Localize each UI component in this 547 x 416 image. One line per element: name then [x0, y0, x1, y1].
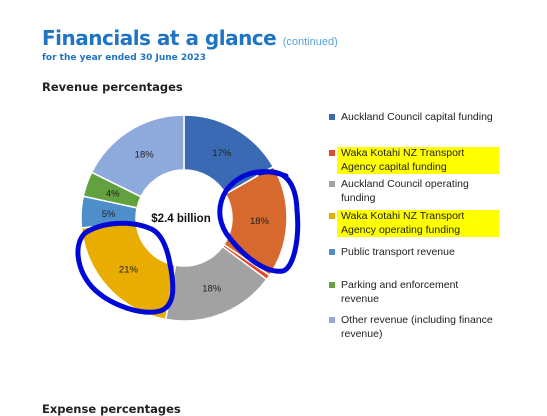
pen-circle-left	[75, 220, 176, 315]
donut-slice-value-label: 18%	[135, 149, 155, 160]
legend-label: Auckland Council operating funding	[341, 178, 469, 204]
legend-label: Waka Kotahi NZ Transport Agency operatin…	[337, 210, 499, 237]
donut-slice-other-revenue-including-finance-revenue	[90, 114, 185, 198]
section-heading-revenue: Revenue percentages	[42, 80, 183, 94]
legend-item-waka-kotahi-nz-transport-agency-capital-funding: Waka Kotahi NZ Transport Agency capital …	[329, 147, 499, 174]
legend-label: Auckland Council capital funding	[341, 111, 493, 123]
legend-swatch	[329, 150, 335, 156]
continued-label: (continued)	[282, 36, 338, 48]
page-title-text: Financials at a glance	[42, 26, 277, 50]
legend-swatch	[329, 114, 335, 120]
donut-slice-value-label: 18%	[202, 284, 222, 295]
page-subtitle: for the year ended 30 June 2023	[42, 53, 206, 63]
legend-swatch	[329, 249, 335, 255]
pen-annotations	[75, 169, 301, 315]
legend-swatch	[329, 317, 335, 323]
donut-slice-labels: 17% 18% 18% 21% 5% 4% 18%	[102, 148, 270, 295]
pen-circle-right	[217, 169, 301, 274]
legend-item-waka-kotahi-nz-transport-agency-operating-funding: Waka Kotahi NZ Transport Agency operatin…	[329, 210, 499, 237]
page-title: Financials at a glance (continued)	[42, 26, 338, 50]
legend-label: Public transport revenue	[341, 246, 455, 258]
legend-item-other-revenue-including-finance-revenue: Other revenue (including finance revenue…	[329, 314, 499, 341]
donut-center-label: $2.4 billion	[151, 213, 210, 225]
donut-slice-value-label: 17%	[212, 148, 232, 159]
section-heading-expense: Expense percentages	[42, 402, 181, 416]
donut-slice-value-label: 4%	[106, 189, 120, 200]
donut-slice-value-label: 21%	[119, 265, 139, 276]
donut-slice-waka-kotahi-nz-transport-agency-operating-funding	[80, 221, 177, 321]
legend-item-public-transport-revenue: Public transport revenue	[329, 246, 499, 260]
legend-item-parking-and-enforcement-revenue: Parking and enforcement revenue	[329, 279, 499, 306]
legend-label: Waka Kotahi NZ Transport Agency capital …	[337, 147, 499, 174]
donut-slice-value-label: 18%	[250, 216, 270, 227]
legend-label: Parking and enforcement revenue	[341, 279, 459, 305]
donut-slice-value-label: 5%	[102, 209, 116, 220]
legend-item-auckland-council-operating-funding: Auckland Council operating funding	[329, 178, 499, 205]
legend-item-auckland-council-capital-funding: Auckland Council capital funding	[329, 111, 499, 125]
legend-swatch	[329, 181, 335, 187]
legend-swatch	[329, 213, 335, 219]
legend-swatch	[329, 282, 335, 288]
legend-label: Other revenue (including finance revenue…	[341, 314, 493, 340]
